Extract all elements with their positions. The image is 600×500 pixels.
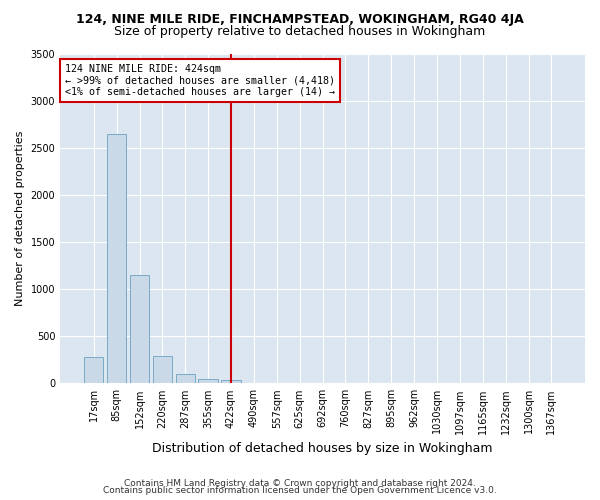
Text: 124 NINE MILE RIDE: 424sqm
← >99% of detached houses are smaller (4,418)
<1% of : 124 NINE MILE RIDE: 424sqm ← >99% of det…	[65, 64, 335, 97]
Y-axis label: Number of detached properties: Number of detached properties	[15, 131, 25, 306]
Text: Contains public sector information licensed under the Open Government Licence v3: Contains public sector information licen…	[103, 486, 497, 495]
X-axis label: Distribution of detached houses by size in Wokingham: Distribution of detached houses by size …	[152, 442, 493, 455]
Bar	[176, 374, 195, 384]
Text: Size of property relative to detached houses in Wokingham: Size of property relative to detached ho…	[115, 25, 485, 38]
Bar	[84, 358, 103, 384]
Bar	[152, 356, 172, 384]
Text: Contains HM Land Registry data © Crown copyright and database right 2024.: Contains HM Land Registry data © Crown c…	[124, 478, 476, 488]
Bar	[221, 380, 241, 384]
Text: 124, NINE MILE RIDE, FINCHAMPSTEAD, WOKINGHAM, RG40 4JA: 124, NINE MILE RIDE, FINCHAMPSTEAD, WOKI…	[76, 12, 524, 26]
Bar	[130, 275, 149, 384]
Bar	[107, 134, 127, 384]
Bar	[199, 378, 218, 384]
